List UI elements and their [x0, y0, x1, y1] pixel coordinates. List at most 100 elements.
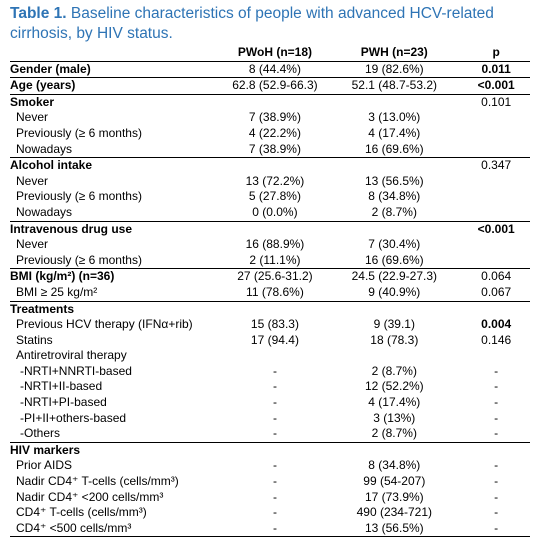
cell: 2 (8.7%) — [371, 426, 417, 441]
cell: - — [462, 520, 530, 537]
row-label: Antiretroviral therapy — [16, 348, 127, 363]
cell: - — [494, 426, 499, 441]
table-row: Gender (male) 8 (44.4%) 19 (82.6%) 0.011 — [10, 60, 530, 78]
cell: - — [494, 379, 499, 394]
cell: 8 (34.8%) — [368, 458, 421, 473]
row-label: Smoker — [10, 93, 224, 111]
cell: <0.001 — [462, 220, 530, 238]
row-label: Treatments — [10, 300, 224, 318]
row-label: Nowadays — [16, 204, 73, 219]
cell: - — [494, 363, 499, 378]
cell: 12 (52.2%) — [364, 379, 424, 394]
cell: - — [494, 474, 499, 489]
cell: - — [272, 410, 277, 425]
cell: 0.347 — [462, 157, 530, 174]
cell: 24.5 (22.9-27.3) — [326, 268, 463, 285]
cell: 0.011 — [462, 60, 530, 78]
cell: 490 (234-721) — [356, 505, 432, 520]
cell — [462, 237, 530, 253]
cell — [326, 220, 463, 238]
row-label: -PI+II+others-based — [20, 410, 127, 425]
row-label: HIV markers — [10, 441, 224, 459]
cell: - — [272, 489, 277, 504]
row-label: Alcohol intake — [10, 157, 224, 174]
table-row: Previously (≥ 6 months) 4 (22.2%) 4 (17.4%… — [10, 126, 530, 142]
table-row: Age (years) 62.8 (52.9-66.3) 52.1 (48.7-53… — [10, 77, 530, 95]
cell — [462, 205, 530, 221]
row-label: Previously (≥ 6 months) — [16, 252, 142, 267]
row-label: Never — [16, 237, 49, 252]
row-label: -NRTI+NNRTI-based — [20, 363, 132, 378]
cell — [462, 174, 530, 190]
cell: 0.004 — [481, 317, 512, 332]
cell: - — [494, 489, 499, 504]
cell: 0.146 — [481, 332, 512, 347]
cell — [326, 93, 463, 111]
cell: - — [494, 458, 499, 473]
table-row: Previously (≥ 6 months) 5 (27.8%) 8 (34.8%… — [10, 189, 530, 205]
row-label: Nowadays — [16, 141, 73, 156]
cell: 13 (72.2%) — [245, 173, 305, 188]
cell — [326, 300, 463, 318]
cell: 18 (78.3) — [370, 332, 419, 347]
table-row: CD4⁺ T-cells (cells/mm³) - 490 (234-721) - — [10, 505, 530, 521]
table-row: Nadir CD4⁺ <200 cells/mm³ - 17 (73.9%) - — [10, 490, 530, 506]
row-label: -Others — [20, 426, 61, 441]
cell: 9 (39.1) — [373, 317, 415, 332]
cell — [462, 189, 530, 205]
cell: 17 (94.4) — [250, 332, 299, 347]
cell: 2 (11.1%) — [249, 252, 301, 267]
cell — [462, 126, 530, 142]
cell — [462, 348, 530, 364]
row-label: Nadir CD4⁺ <200 cells/mm³ — [16, 489, 164, 504]
cell — [462, 300, 530, 318]
cell — [223, 157, 327, 174]
cell: 3 (13%) — [373, 410, 416, 425]
row-label: -NRTI+PI-based — [20, 395, 107, 410]
header-cell: p — [462, 45, 530, 62]
table-row: BMI (kg/m²) (n=36) 27 (25.6-31.2) 24.5 (22… — [10, 268, 530, 285]
table-row: Statins 17 (94.4) 18 (78.3) 0.146 — [10, 333, 530, 349]
table-row: Nowadays 0 (0.0%) 2 (8.7%) — [10, 205, 530, 221]
row-label: Previous HCV therapy (IFNα+rib) — [16, 317, 193, 332]
cell: - — [494, 505, 499, 520]
row-label: Intravenous drug use — [10, 220, 224, 238]
cell: - — [272, 363, 277, 378]
table-row: Nowadays 7 (38.9%) 16 (69.6%) — [10, 142, 530, 158]
cell: 8 (44.4%) — [223, 60, 327, 78]
cell: 7 (38.9%) — [248, 141, 301, 156]
row-label: CD4⁺ T-cells (cells/mm³) — [16, 505, 147, 520]
table-row: -NRTI+II-based - 12 (52.2%) - — [10, 379, 530, 395]
cell — [326, 441, 463, 459]
cell: 4 (17.4%) — [368, 125, 421, 140]
table-row: Prior AIDS - 8 (34.8%) - — [10, 458, 530, 474]
row-label: Statins — [16, 332, 53, 347]
cell: - — [272, 426, 277, 441]
cell: 17 (73.9%) — [364, 489, 424, 504]
row-label: BMI (kg/m²) (n=36) — [10, 268, 224, 285]
table-row: Smoker 0.101 — [10, 93, 530, 111]
table-row: -NRTI+PI-based - 4 (17.4%) - — [10, 395, 530, 411]
cell: 0 (0.0%) — [252, 204, 298, 219]
cell: 13 (56.5%) — [326, 520, 463, 537]
cell: 0.064 — [462, 268, 530, 285]
cell: 16 (88.9%) — [245, 237, 305, 252]
cell — [326, 157, 463, 174]
row-label: Gender (male) — [10, 60, 224, 78]
table-row: -Others - 2 (8.7%) - — [10, 426, 530, 442]
cell — [223, 441, 327, 459]
row-label: Never — [16, 110, 49, 125]
table-row: Never 13 (72.2%) 13 (56.5%) — [10, 174, 530, 190]
cell: 2 (8.7%) — [371, 363, 417, 378]
table: PWoH (n=18) PWH (n=23) p Gender (male) 8 … — [10, 45, 530, 537]
table-row: Nadir CD4⁺ T-cells (cells/mm³) - 99 (54-20… — [10, 474, 530, 490]
table-row: -PI+II+others-based - 3 (13%) - — [10, 411, 530, 427]
caption-label: Table 1. — [10, 5, 67, 22]
table-row: BMI ≥ 25 kg/m² 11 (78.6%) 9 (40.9%) 0.067 — [10, 285, 530, 301]
cell: 3 (13.0%) — [368, 110, 421, 125]
header-cell: PWH (n=23) — [326, 45, 463, 62]
row-label: Prior AIDS — [16, 458, 73, 473]
row-label: -NRTI+II-based — [20, 379, 103, 394]
cell: - — [272, 458, 277, 473]
